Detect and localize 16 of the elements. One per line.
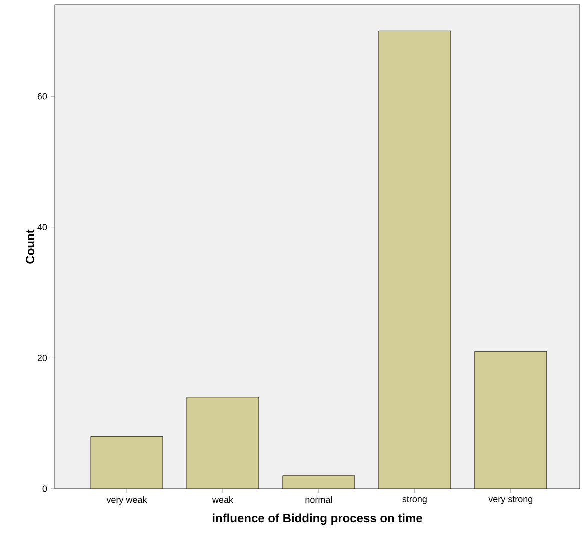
x-axis-title: influence of Bidding process on time <box>212 514 422 526</box>
bar <box>186 397 260 489</box>
x-tick-label: weak <box>212 496 234 504</box>
x-tick-label: very strong <box>488 496 533 504</box>
y-tick-label: 60 <box>38 93 48 100</box>
y-tick-label: 0 <box>42 486 48 492</box>
bar <box>474 351 548 489</box>
x-tick-label: very weak <box>106 496 148 505</box>
bar <box>90 436 163 489</box>
x-tick-label: strong <box>402 496 427 504</box>
bar <box>378 30 452 489</box>
y-tick-label: 20 <box>38 354 48 362</box>
y-axis-title: Count <box>26 230 35 264</box>
y-tick-label: 40 <box>38 224 48 231</box>
x-tick-label: normal <box>306 496 332 504</box>
bar <box>282 476 355 489</box>
